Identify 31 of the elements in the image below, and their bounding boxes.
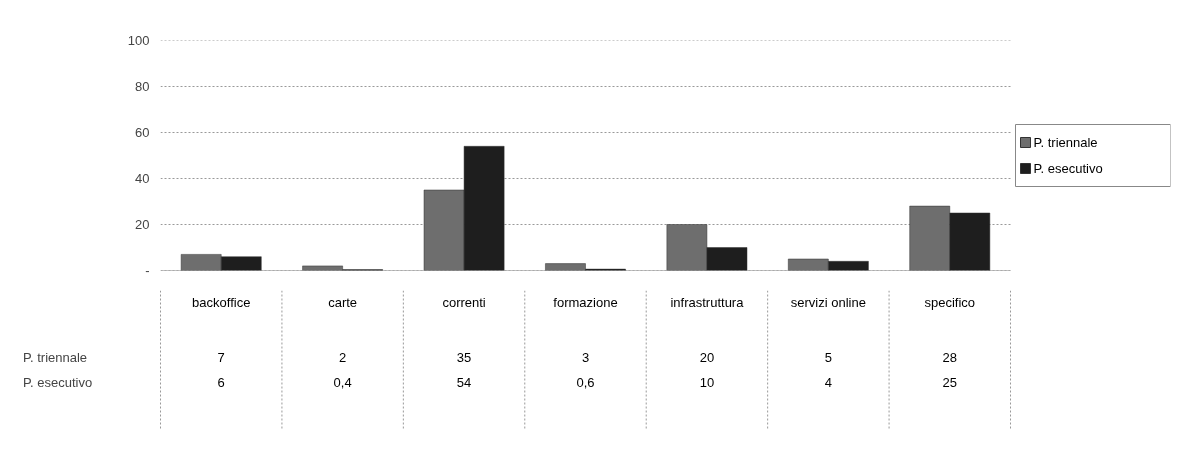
data-label: 7 (217, 350, 225, 365)
data-label: 20 (699, 350, 715, 365)
text: P. esecutivo (23, 374, 93, 390)
data-label: 54 (456, 375, 472, 390)
x-tick-label: correnti (442, 295, 486, 310)
legend-label: P. esecutivo (1033, 161, 1103, 176)
legend-label: P. triennale (1033, 135, 1098, 150)
data-label: 10 (699, 375, 715, 390)
x-tick-label: specifico (924, 295, 976, 310)
x-tick-label: backoffice (192, 295, 251, 310)
y-tick-label: - (145, 263, 150, 278)
data-label: 5 (824, 350, 832, 365)
x-tick-label: infrastruttura (670, 295, 745, 310)
data-label: 4 (824, 375, 832, 390)
data-label: 0,4 (333, 375, 352, 390)
data-label: 2 (339, 350, 347, 365)
x-tick-label: servizi online (790, 295, 866, 310)
data-label: 0,6 (576, 375, 595, 390)
y-tick-label: 20 (135, 217, 150, 232)
y-tick-label: 40 (135, 171, 150, 186)
x-tick-label: carte (328, 295, 358, 310)
data-label: 6 (217, 375, 225, 390)
data-label: 28 (942, 350, 958, 365)
y-tick-label: 60 (135, 125, 150, 140)
x-tick-label: formazione (553, 295, 618, 310)
y-tick-label: 100 (127, 33, 150, 48)
data-label: 3 (581, 350, 590, 365)
y-tick-label: 80 (135, 79, 150, 94)
data-label: 35 (456, 350, 472, 365)
text: P. triennale (23, 349, 88, 365)
data-label: 25 (942, 375, 958, 390)
